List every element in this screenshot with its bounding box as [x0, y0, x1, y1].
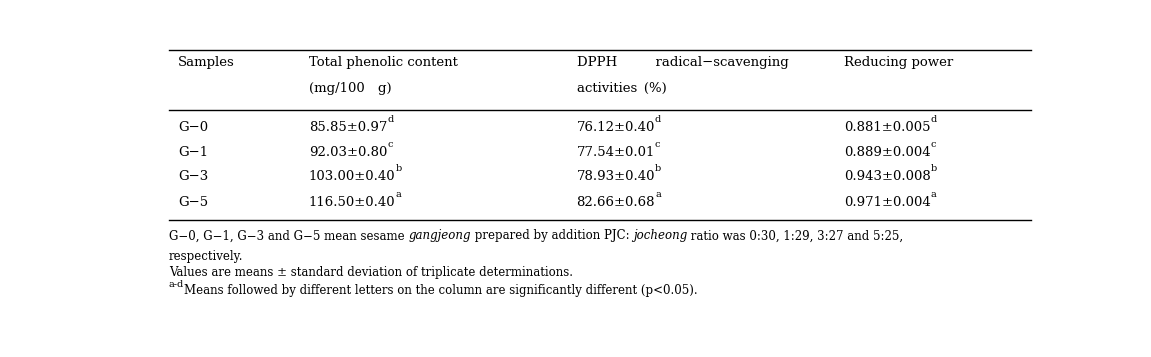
Text: G−0, G−1, G−3 and G−5 mean sesame: G−0, G−1, G−3 and G−5 mean sesame: [169, 230, 409, 242]
Text: a: a: [931, 190, 937, 199]
Text: Total phenolic content: Total phenolic content: [308, 56, 458, 69]
Text: jocheong: jocheong: [633, 230, 687, 242]
Text: G−5: G−5: [177, 196, 208, 208]
Text: DPPH         radical−scavenging: DPPH radical−scavenging: [577, 56, 788, 69]
Text: 103.00±0.40: 103.00±0.40: [308, 170, 396, 183]
Text: a: a: [396, 190, 402, 199]
Text: Reducing power: Reducing power: [844, 56, 953, 69]
Text: 92.03±0.80: 92.03±0.80: [308, 146, 387, 159]
Text: G−1: G−1: [177, 146, 208, 159]
Text: 0.881±0.005: 0.881±0.005: [844, 121, 931, 134]
Text: respectively.: respectively.: [169, 250, 243, 263]
Text: b: b: [931, 165, 937, 174]
Text: 82.66±0.68: 82.66±0.68: [577, 196, 655, 208]
Text: G−3: G−3: [177, 170, 208, 183]
Text: d: d: [655, 115, 661, 124]
Text: d: d: [931, 115, 937, 124]
Text: G−0: G−0: [177, 121, 208, 134]
Text: Values are means ± standard deviation of triplicate determinations.: Values are means ± standard deviation of…: [169, 266, 573, 280]
Text: Samples: Samples: [177, 56, 235, 69]
Text: activities (%): activities (%): [577, 82, 666, 95]
Text: Means followed by different letters on the column are significantly different (p: Means followed by different letters on t…: [184, 285, 698, 297]
Text: b: b: [655, 165, 662, 174]
Text: c: c: [655, 140, 661, 149]
Text: ratio was 0:30, 1:29, 3:27 and 5:25,: ratio was 0:30, 1:29, 3:27 and 5:25,: [687, 230, 904, 242]
Text: a: a: [655, 190, 661, 199]
Text: 0.943±0.008: 0.943±0.008: [844, 170, 931, 183]
Text: 78.93±0.40: 78.93±0.40: [577, 170, 655, 183]
Text: 85.85±0.97: 85.85±0.97: [308, 121, 387, 134]
Text: b: b: [396, 165, 402, 174]
Text: 76.12±0.40: 76.12±0.40: [577, 121, 655, 134]
Text: prepared by addition PJC:: prepared by addition PJC:: [471, 230, 633, 242]
Text: (mg/100  g): (mg/100 g): [308, 82, 391, 95]
Text: d: d: [387, 115, 394, 124]
Text: a-d: a-d: [169, 281, 184, 290]
Text: 77.54±0.01: 77.54±0.01: [577, 146, 655, 159]
Text: c: c: [931, 140, 936, 149]
Text: 0.889±0.004: 0.889±0.004: [844, 146, 931, 159]
Text: 0.971±0.004: 0.971±0.004: [844, 196, 931, 208]
Text: gangjeong: gangjeong: [409, 230, 471, 242]
Text: 116.50±0.40: 116.50±0.40: [308, 196, 396, 208]
Text: c: c: [387, 140, 392, 149]
